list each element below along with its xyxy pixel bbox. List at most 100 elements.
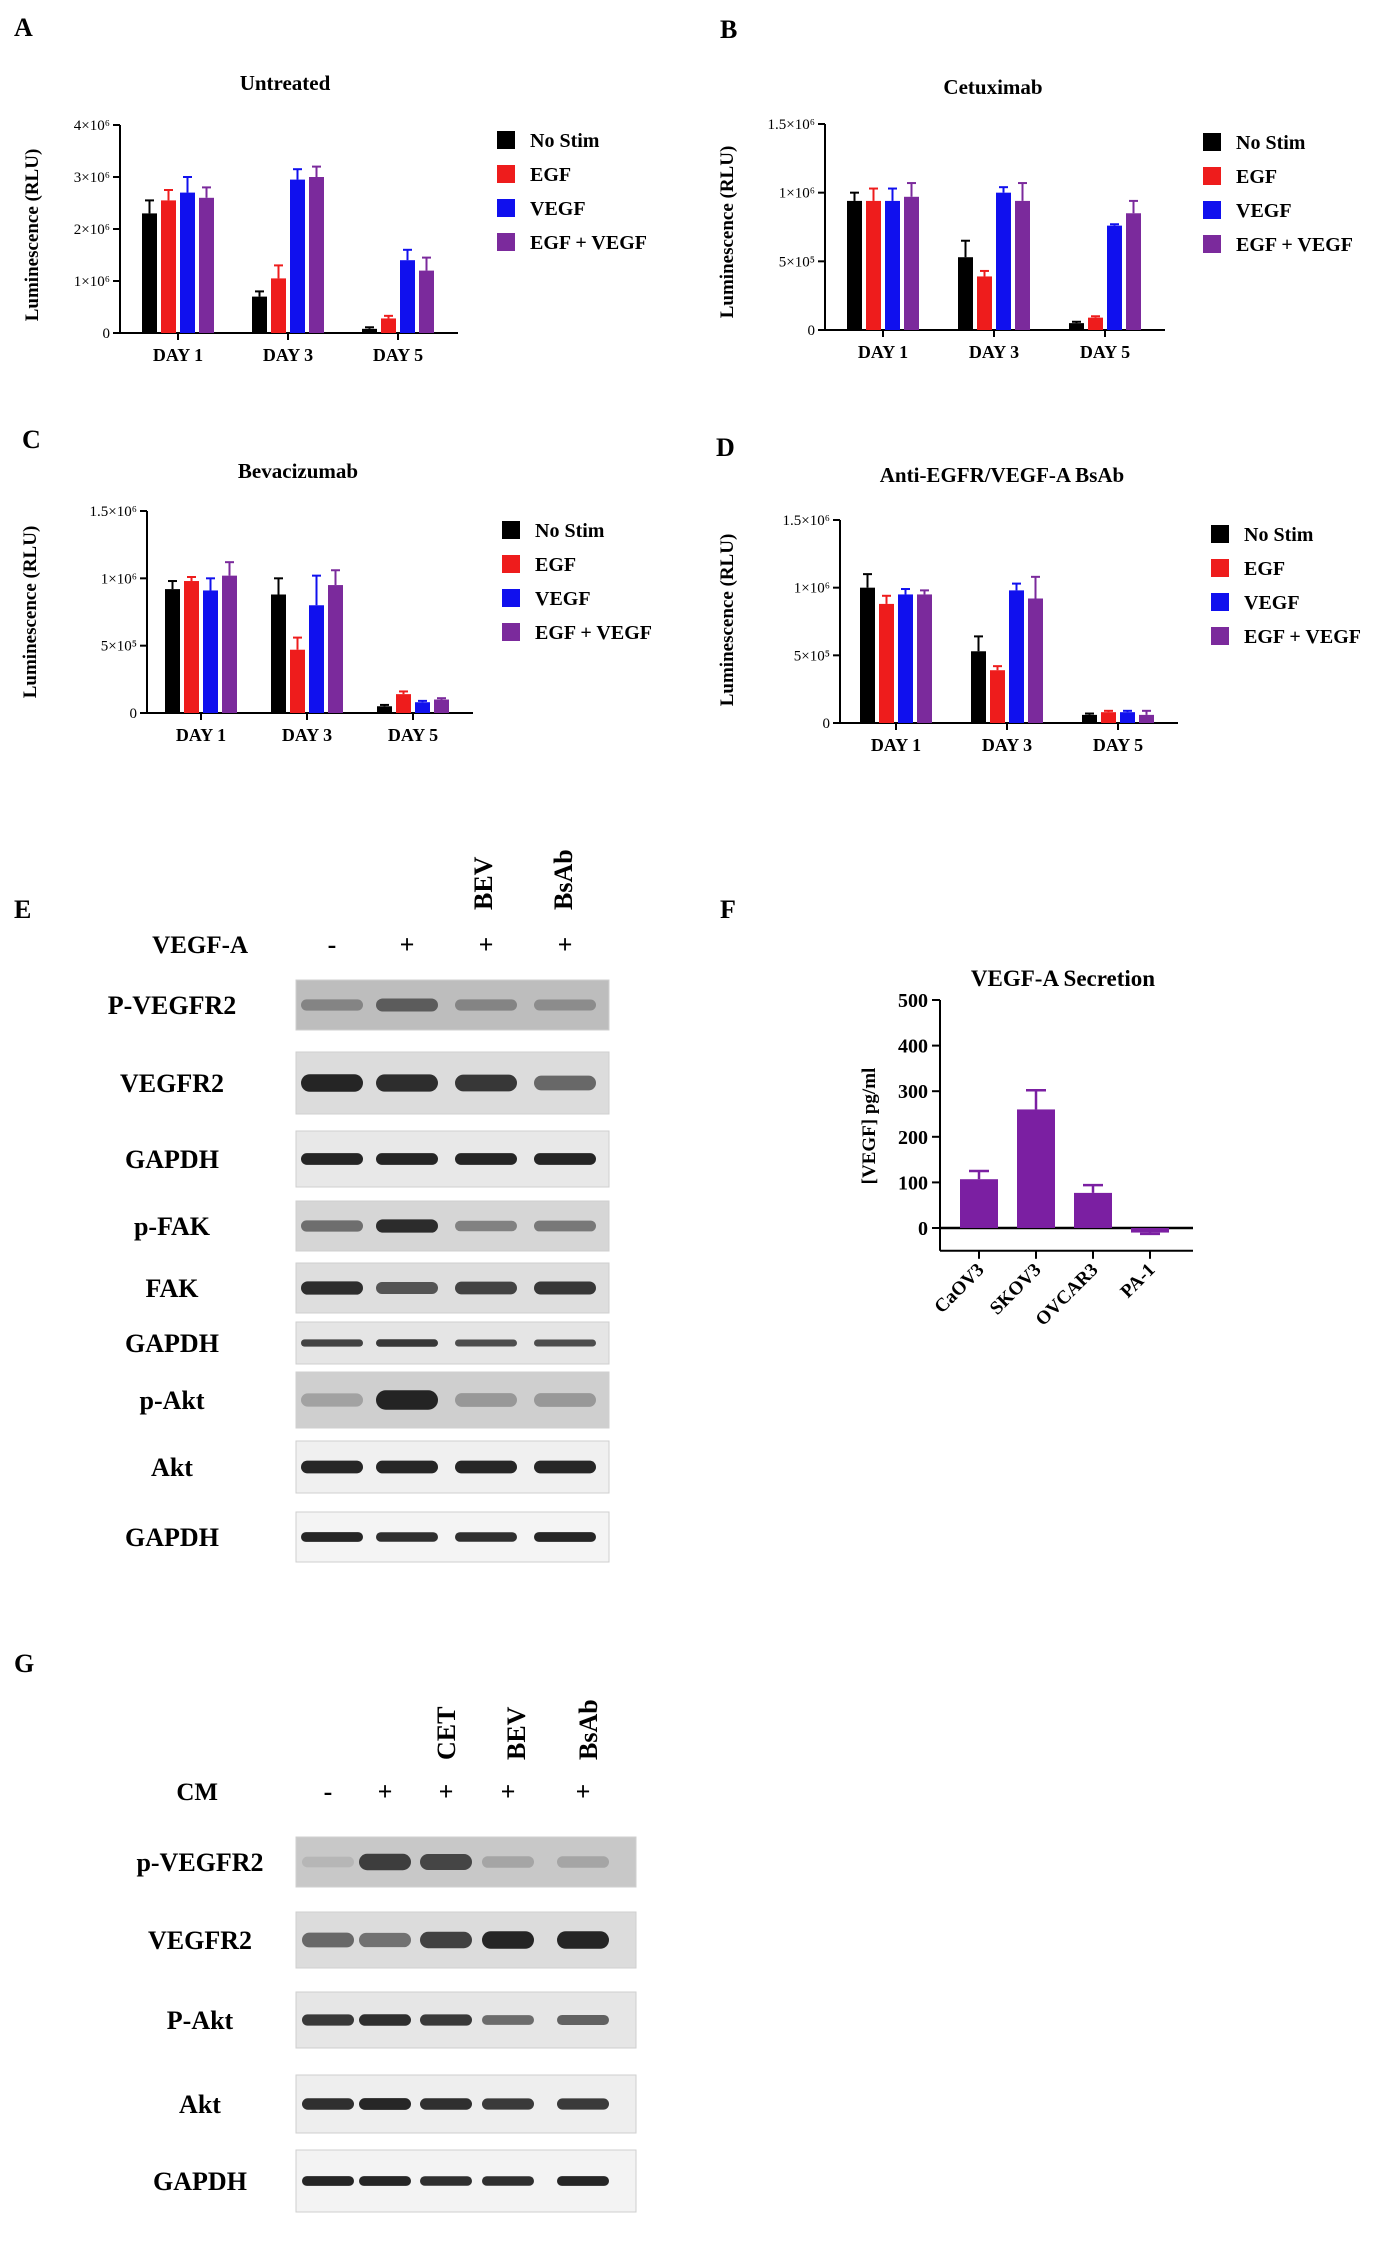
blot-band — [359, 1932, 411, 1948]
bar — [252, 296, 267, 333]
chart-bsab: Anti-EGFR/VEGF-A BsAb Luminescence (RLU) 0… — [717, 463, 1178, 755]
lane-label: BEV — [469, 856, 498, 910]
y-tick-label: 100 — [898, 1172, 928, 1194]
bar — [415, 702, 430, 713]
blot-band — [482, 1856, 534, 1868]
blot-band — [482, 1931, 534, 1949]
bar — [400, 260, 415, 333]
y-axis-label: Luminescence (RLU) — [717, 534, 738, 707]
lane-sign: + — [501, 1777, 516, 1806]
blot-band — [376, 1219, 438, 1233]
legend-label: VEGF — [1236, 200, 1292, 222]
y-axis-label: Luminescence (RLU) — [717, 146, 738, 319]
panel-letter-B: B — [720, 15, 737, 44]
legend-swatch — [497, 131, 515, 149]
x-tick-label: DAY 1 — [153, 345, 203, 365]
blot-band — [455, 1339, 517, 1347]
panel-letter-A: A — [14, 13, 33, 42]
legend-label: EGF + VEGF — [530, 232, 647, 254]
legend-swatch — [497, 165, 515, 183]
blot-band — [534, 1460, 596, 1474]
bar — [996, 192, 1011, 330]
blot-band — [359, 2014, 411, 2026]
blot-band — [376, 1074, 438, 1092]
legend-swatch — [1203, 133, 1221, 151]
y-tick-label: 1×10⁶ — [794, 581, 830, 597]
blot-row-label: P-Akt — [167, 2006, 234, 2035]
bar — [142, 213, 157, 333]
blot-row-label: Akt — [151, 1453, 193, 1482]
y-tick-label: 500 — [898, 990, 928, 1012]
x-tick-label: DAY 3 — [982, 735, 1032, 755]
bar — [377, 706, 392, 713]
blot-band — [301, 1393, 363, 1407]
lane-label: BsAb — [574, 1699, 603, 1760]
blot-band — [482, 2098, 534, 2110]
panel-letter-C: C — [22, 425, 41, 454]
legend-swatch — [502, 521, 520, 539]
bar — [866, 200, 881, 330]
bar — [1082, 714, 1097, 723]
chart-cetuximab: Cetuximab Luminescence (RLU) 0 5×10⁵ 1×10⁶ 1.… — [717, 75, 1165, 362]
legend-label: VEGF — [535, 588, 591, 610]
chart-vegf-secretion: VEGF-A Secretion [VEGF] pg/ml 0 100 200 300 40… — [859, 966, 1193, 1330]
chart-title: Cetuximab — [943, 75, 1042, 99]
bar — [1017, 1109, 1055, 1228]
blot-strip — [295, 979, 610, 1031]
bar — [1101, 712, 1116, 723]
legend-swatch — [1203, 167, 1221, 185]
blot-row-label: GAPDH — [125, 1145, 219, 1174]
lane-sign: + — [558, 930, 573, 959]
legend-bsab: No Stim EGF VEGF EGF + VEGF — [1211, 524, 1361, 648]
y-tick-label: 1×10⁶ — [101, 571, 137, 587]
x-tick-label: DAY 3 — [263, 345, 313, 365]
blot-band — [455, 1393, 517, 1407]
legend-swatch — [1203, 235, 1221, 253]
blot-band — [455, 1281, 517, 1295]
blot-band — [376, 1532, 438, 1542]
bar — [971, 651, 986, 723]
blot-band — [420, 2014, 472, 2026]
bar — [860, 587, 875, 723]
chart-title: Bevacizumab — [238, 459, 358, 483]
y-tick-label: 5×10⁵ — [779, 254, 815, 270]
bar — [904, 196, 919, 330]
blot-band — [301, 1153, 363, 1165]
bar — [419, 270, 434, 333]
blot-band — [557, 1931, 609, 1949]
lane-sign: - — [328, 930, 337, 959]
blot-band — [302, 2176, 354, 2186]
bar — [1131, 1228, 1169, 1233]
blot-band — [301, 1074, 363, 1092]
legend-label: EGF + VEGF — [1236, 234, 1353, 256]
bar — [1074, 1192, 1112, 1228]
blot-band — [557, 2014, 609, 2026]
bar — [1126, 213, 1141, 330]
y-tick-label: 1.5×10⁶ — [768, 117, 815, 133]
legend-label: No Stim — [1244, 524, 1314, 546]
y-tick-label: 5×10⁵ — [101, 639, 137, 655]
y-tick-label: 300 — [898, 1081, 928, 1103]
x-tick-label: DAY 3 — [282, 725, 332, 745]
bar — [1088, 317, 1103, 330]
blot-band — [301, 1220, 363, 1232]
bar — [958, 257, 973, 330]
chart-title: Anti-EGFR/VEGF-A BsAb — [880, 463, 1124, 487]
y-tick-label: 1×10⁶ — [74, 274, 110, 290]
legend-swatch — [502, 623, 520, 641]
y-tick-label: 5×10⁵ — [794, 648, 830, 664]
bar — [328, 585, 343, 713]
y-tick-label: 0 — [103, 326, 111, 342]
blot-row-label: Akt — [179, 2090, 221, 2119]
y-axis-label: [VEGF] pg/ml — [859, 1068, 880, 1185]
lane-sign: + — [378, 1777, 393, 1806]
blot-row-label: P-VEGFR2 — [108, 991, 237, 1020]
legend-label: EGF + VEGF — [1244, 626, 1361, 648]
bar — [199, 197, 214, 333]
blot-band — [455, 1153, 517, 1165]
y-tick-label: 0 — [823, 716, 831, 732]
blot-band — [359, 2176, 411, 2186]
blot-band — [534, 1339, 596, 1347]
y-tick-label: 0 — [808, 323, 816, 339]
y-axis-label: Luminescence (RLU) — [20, 526, 41, 699]
